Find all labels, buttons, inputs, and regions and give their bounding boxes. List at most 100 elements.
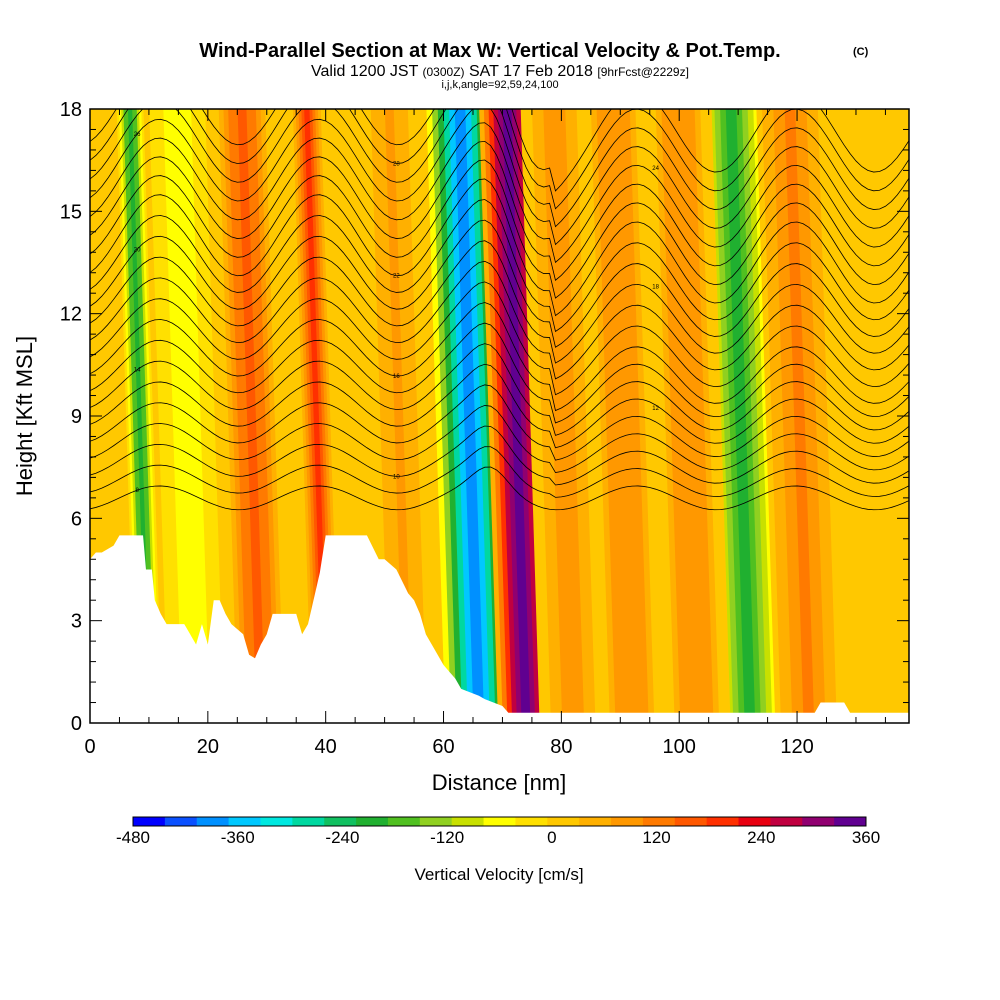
theta-contour-9 <box>90 302 909 412</box>
colorbar-swatch <box>706 817 740 826</box>
colorbar-swatch <box>738 817 771 826</box>
y-tick-label: 3 <box>71 611 82 633</box>
theta-contour-22 <box>90 109 909 192</box>
colorbar-tick-label: -480 <box>116 828 150 847</box>
downdraft-3-level-6 <box>454 109 485 723</box>
colorbar-swatch <box>802 817 835 826</box>
theta-contour-12 <box>90 240 909 364</box>
theta-contour-label: 16 <box>393 374 400 380</box>
theta-contour-19 <box>90 109 909 246</box>
colorbar-swatch <box>674 817 708 826</box>
updraft-3 <box>361 109 437 723</box>
x-tick-label: 0 <box>84 736 95 758</box>
downdraft-5-level-6 <box>725 109 756 723</box>
colorbar: -480 -360 -240 -120 0 120 240 360 <box>116 816 880 847</box>
theta-contour-4 <box>90 405 909 473</box>
x-tick-label: 120 <box>780 736 813 758</box>
theta-contour-label: 26 <box>134 132 141 138</box>
colorbar-tick-label: -360 <box>221 828 255 847</box>
updraft-8-level-6 <box>784 109 815 723</box>
x-tick-label: 40 <box>315 736 337 758</box>
theta-contour-1 <box>90 466 909 511</box>
updraft-3-level-6 <box>384 109 413 723</box>
colorbar-swatch <box>419 817 453 826</box>
updraft-8 <box>756 109 843 723</box>
theta-contour-6 <box>90 363 909 449</box>
theta-contour-11 <box>90 260 909 380</box>
theta-contour-18 <box>90 122 909 264</box>
updraft-6-level-6 <box>607 109 638 723</box>
x-tick-label: 100 <box>663 736 696 758</box>
colorbar-swatch <box>834 817 867 826</box>
theta-contour-14 <box>90 199 909 333</box>
updraft-5 <box>520 109 607 723</box>
colorbar-swatch <box>611 817 644 826</box>
plot-area: 8 10 12 14 16 18 20 22 24 26 28 0 20 40 60 80 100 120 0 3 6… <box>60 99 910 758</box>
colorbar-swatch <box>483 817 516 826</box>
y-tick-label: 0 <box>71 713 82 735</box>
theta-contour-2 <box>90 446 909 498</box>
colorbar-tick-label: -240 <box>325 828 359 847</box>
theta-contour-15 <box>90 178 909 317</box>
colorbar-swatch <box>133 817 166 826</box>
colorbar-frame <box>132 816 867 827</box>
theta-contour-label: 22 <box>393 274 400 280</box>
y-tick-label: 12 <box>60 304 82 326</box>
updraft-1-level-6 <box>237 109 266 723</box>
colorbar-swatch <box>642 817 676 826</box>
colorbar-swatch <box>387 817 421 826</box>
updraft-1 <box>214 109 289 723</box>
theta-contour-3 <box>90 425 909 486</box>
colorbar-tick-label: 360 <box>852 828 880 847</box>
colorbar-swatch <box>260 817 293 826</box>
colorbar-tick-label: 240 <box>747 828 775 847</box>
theta-contour-13 <box>90 219 909 348</box>
theta-contour-21 <box>90 109 909 210</box>
y-tick-label: 6 <box>71 508 82 530</box>
theta-contour-label: 10 <box>393 474 400 480</box>
colorbar-label: Vertical Velocity [cm/s] <box>414 865 583 884</box>
colorbar-swatch <box>324 817 357 826</box>
section-params: i,j,k,angle=92,59,24,100 <box>441 79 558 91</box>
y-tick-label: 18 <box>60 99 82 121</box>
colorbar-swatch <box>547 817 580 826</box>
colorbar-swatch <box>196 817 230 826</box>
theta-contour-20 <box>90 109 909 228</box>
x-tick-label: 80 <box>550 736 572 758</box>
theta-contour-label: 20 <box>134 247 141 253</box>
valid-utc: (0300Z) <box>423 65 465 79</box>
valid-prefix: Valid 1200 JST <box>311 63 419 80</box>
theta-contour-16 <box>90 159 909 299</box>
theta-contour-10 <box>90 281 909 396</box>
theta-contour-label: 12 <box>652 406 659 412</box>
colorbar-swatch <box>515 817 548 826</box>
colorbar-swatch <box>579 817 612 826</box>
potential-temperature-contours: 8 10 12 14 16 18 20 22 24 26 28 <box>90 109 909 511</box>
terrain-mask <box>90 535 909 723</box>
y-tick-label: 9 <box>71 406 82 428</box>
colorbar-swatch <box>228 817 261 826</box>
x-tick-label: 20 <box>197 736 219 758</box>
colorbar-swatch <box>451 817 485 826</box>
colorbar-swatch <box>164 817 198 826</box>
y-axis-label: Height [Kft MSL] <box>12 336 37 496</box>
colorbar-swatch <box>770 817 803 826</box>
theta-contour-label: 24 <box>652 166 659 172</box>
x-tick-label: 60 <box>432 736 454 758</box>
theta-contour-label: 18 <box>652 285 659 291</box>
y-tick-label: 15 <box>60 201 82 223</box>
axis-ticks: 0 20 40 60 80 100 120 0 3 6 9 12 15 18 <box>60 99 909 758</box>
valid-time-line: Valid 1200 JST (0300Z) SAT 17 Feb 2018 [… <box>311 63 689 80</box>
colorbar-tick-label: 120 <box>642 828 670 847</box>
colorbar-tick-label: 0 <box>547 828 556 847</box>
theta-contour-8 <box>90 322 909 424</box>
theta-contour-label: 14 <box>134 368 141 374</box>
copyright-mark: (C) <box>853 46 869 58</box>
valid-date: SAT 17 Feb 2018 <box>469 63 593 80</box>
colorbar-swatch <box>292 817 325 826</box>
downdraft-2-level-6 <box>172 109 201 723</box>
chart-title: Wind-Parallel Section at Max W: Vertical… <box>199 40 780 62</box>
theta-contour-17 <box>90 140 909 281</box>
theta-contour-label: 28 <box>393 162 400 168</box>
